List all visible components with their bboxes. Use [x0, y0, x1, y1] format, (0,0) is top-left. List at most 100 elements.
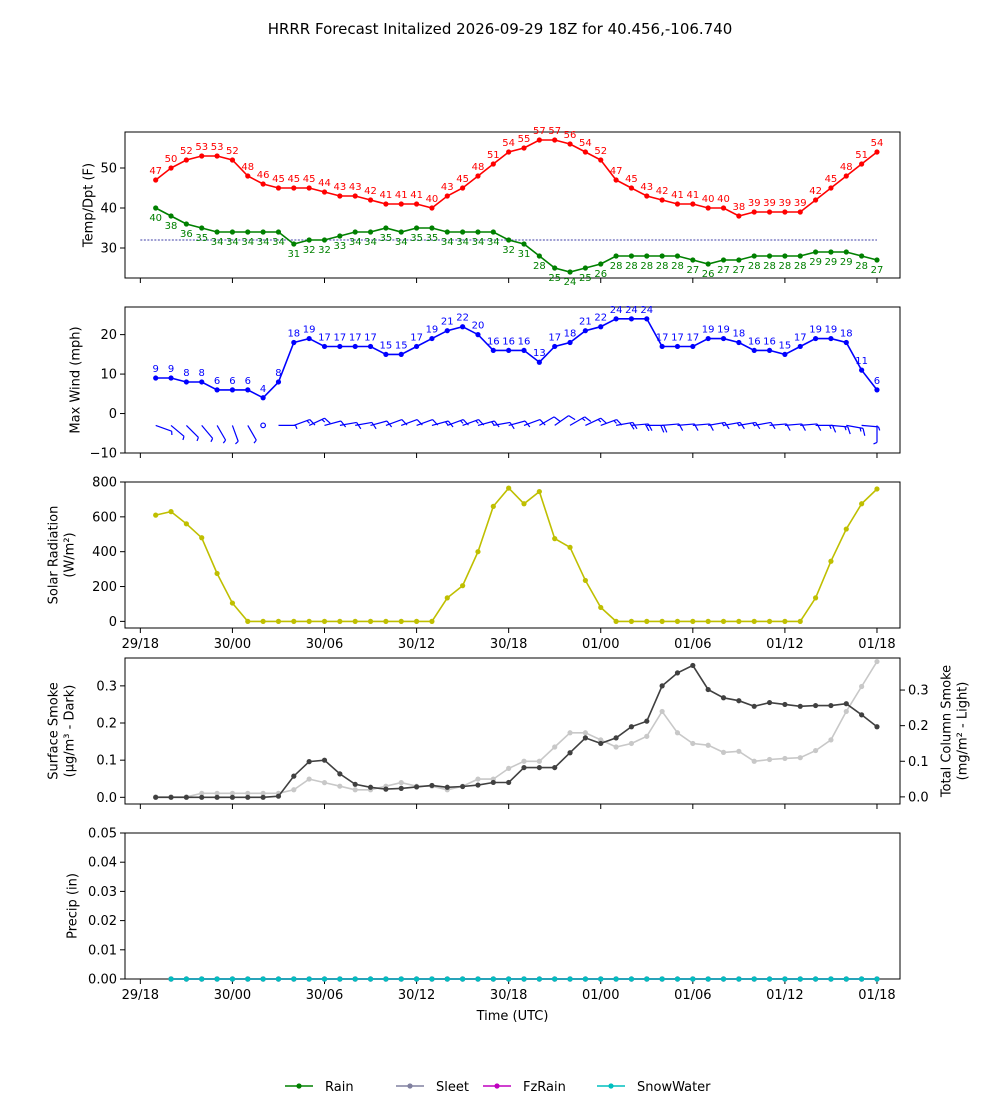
legend-marker — [494, 1083, 500, 1089]
wind-barb — [216, 425, 227, 444]
wind-barb-flag — [663, 425, 668, 433]
wind-barb — [155, 424, 173, 436]
surface-smoke-point — [674, 670, 681, 676]
dewpoint-label: 24 — [564, 277, 577, 288]
right-y-tick-label: 0.1 — [908, 755, 929, 770]
temperature-label: 38 — [732, 202, 745, 213]
total-column-smoke-point — [859, 683, 865, 690]
dewpoint-label: 28 — [533, 261, 546, 272]
solar-radiation-point — [367, 618, 374, 624]
surface-smoke-point — [859, 712, 865, 718]
precip-snowwater-point — [843, 976, 849, 982]
temperature-label: 51 — [487, 150, 500, 161]
max-wind-point — [797, 343, 803, 350]
surface-smoke-point — [444, 784, 450, 790]
wind-barb-half-flag — [196, 437, 199, 442]
temperature-label: 45 — [287, 174, 300, 185]
max-wind-label: 6 — [874, 376, 880, 387]
temperature-label: 46 — [257, 170, 270, 181]
temperature-label: 43 — [441, 182, 454, 193]
surface-smoke-point — [352, 781, 358, 787]
y-tick-label: 0.0 — [96, 791, 117, 806]
solar-radiation-point — [321, 618, 328, 624]
precip-snowwater-point — [582, 976, 588, 982]
surface-smoke-point — [183, 794, 189, 800]
precip-snowwater-point — [352, 976, 358, 982]
total-column-smoke-point — [613, 744, 619, 750]
precip-snowwater-point — [183, 976, 189, 982]
dewpoint-point — [536, 253, 542, 259]
max-wind-label: 4 — [260, 384, 266, 395]
surface-smoke-point — [552, 764, 558, 771]
y-tick-label: 0 — [109, 615, 117, 630]
wind-barb — [615, 421, 638, 430]
dewpoint-point — [644, 253, 650, 259]
precip-snowwater-point — [337, 976, 343, 982]
x-tick-label: 01/00 — [582, 637, 619, 652]
wind-barb — [830, 424, 851, 435]
temperature-point — [782, 209, 788, 215]
dewpoint-point — [398, 229, 404, 235]
max-wind-label: 17 — [794, 332, 807, 343]
solar-radiation-point — [460, 583, 466, 589]
total-column-smoke-point — [782, 755, 788, 762]
dewpoint-point — [352, 229, 358, 235]
legend-marker — [296, 1083, 302, 1089]
x-tick-label: 30/00 — [214, 988, 251, 1003]
solar-radiation-point — [859, 501, 865, 507]
dewpoint-label: 29 — [809, 257, 822, 268]
precip-snowwater-point — [736, 976, 742, 982]
x-tick-label: 30/12 — [398, 988, 435, 1003]
dewpoint-label: 28 — [610, 261, 623, 272]
temperature-point — [275, 185, 282, 191]
max-wind-point — [659, 343, 665, 350]
temperature-label: 40 — [717, 194, 730, 205]
dewpoint-label: 28 — [779, 261, 792, 272]
temperature-point — [153, 177, 159, 183]
solar-radiation-point — [828, 558, 834, 564]
max-wind-label: 17 — [656, 332, 669, 343]
precip-snowwater-point — [859, 976, 865, 982]
precip-snowwater-point — [797, 976, 803, 982]
precip-snowwater-point — [291, 976, 297, 982]
dewpoint-point — [736, 257, 742, 263]
wind-barb-half-flag — [235, 440, 239, 445]
wind-barb-flag — [847, 426, 851, 435]
total-column-smoke-point — [874, 658, 880, 665]
dewpoint-label: 36 — [180, 229, 193, 240]
dewpoint-label: 28 — [763, 261, 776, 272]
total-column-smoke-point — [644, 733, 650, 739]
max-wind-point — [153, 375, 159, 381]
wind-barb — [523, 419, 546, 426]
max-wind-label: 9 — [168, 364, 174, 375]
solar-radiation-point — [552, 536, 558, 542]
max-wind-point — [751, 347, 757, 354]
x-tick-label: 01/12 — [766, 988, 803, 1003]
temperature-label: 55 — [518, 134, 531, 145]
y-tick-label: 30 — [100, 242, 117, 257]
wind-barb-half-flag — [222, 439, 227, 444]
total-column-smoke-point — [828, 737, 834, 743]
max-wind-label: 17 — [364, 332, 377, 343]
max-wind-label: 18 — [732, 329, 745, 340]
temperature-point — [444, 193, 450, 199]
total-column-smoke-point — [398, 780, 404, 786]
wind-barb-shaft — [385, 419, 403, 426]
surface-smoke-point — [797, 703, 803, 709]
max-wind-label: 24 — [610, 305, 623, 316]
total-column-smoke-point — [705, 742, 711, 748]
solar-radiation-point — [306, 618, 312, 624]
x-tick-label: 01/18 — [858, 988, 895, 1003]
solar-radiation-point — [567, 544, 573, 550]
max-wind-label: 15 — [779, 340, 792, 351]
right-y-tick-label: 0.0 — [908, 790, 929, 805]
temperature-point — [582, 149, 588, 155]
total-column-smoke-point — [229, 790, 236, 796]
wind-barb-shaft — [416, 419, 433, 426]
temperature-label: 50 — [165, 154, 178, 165]
x-tick-label: 01/00 — [582, 988, 619, 1003]
precip-snowwater-point — [782, 976, 788, 982]
dewpoint-label: 33 — [333, 241, 346, 252]
temperature-label: 48 — [840, 162, 853, 173]
dewpoint-point — [275, 229, 282, 235]
